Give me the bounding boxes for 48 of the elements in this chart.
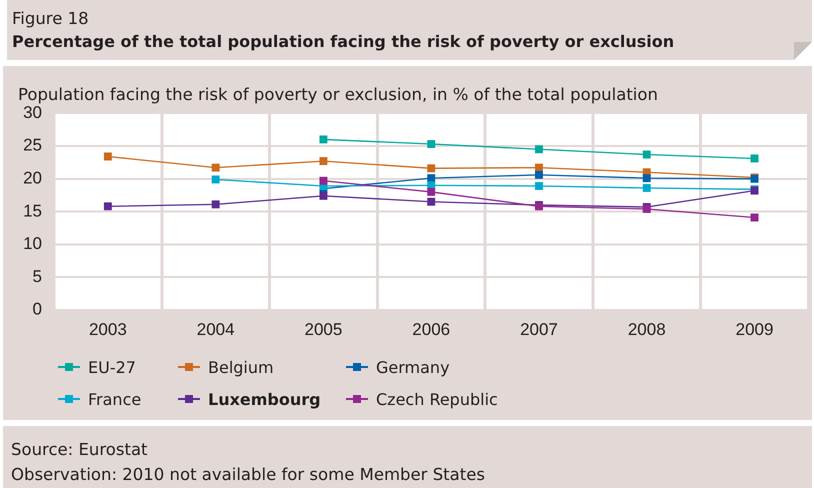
- point: [535, 145, 543, 154]
- point: [427, 198, 436, 206]
- point: [212, 175, 220, 184]
- legend-label: Czech Republic: [376, 390, 498, 408]
- x-tick-label: 2008: [628, 320, 666, 339]
- point: [427, 174, 436, 182]
- point: [642, 174, 651, 182]
- legend-label: Luxembourg: [208, 390, 321, 408]
- point: [642, 150, 651, 158]
- x-tick-label: 2007: [520, 320, 558, 339]
- y-tick-label: 10: [23, 234, 42, 254]
- legend-label: France: [88, 390, 142, 408]
- y-tick-label: 5: [32, 266, 42, 286]
- source-note: Source: Eurostat: [11, 440, 148, 459]
- point: [319, 157, 328, 166]
- chart-title: Percentage of the total population facing the risk of poverty or exclusion: [12, 32, 674, 51]
- point: [319, 192, 328, 200]
- y-axis-title: Population facing the risk of poverty or exclusion, in % of the total population: [18, 85, 658, 104]
- legend-label: Belgium: [208, 358, 274, 376]
- point: [750, 154, 758, 162]
- point: [319, 176, 328, 185]
- legend-label: EU-27: [88, 358, 136, 376]
- y-tick-label: 25: [23, 136, 42, 155]
- y-tick-label: 0: [32, 300, 42, 319]
- point: [535, 182, 543, 190]
- point: [104, 152, 112, 160]
- point: [427, 140, 436, 148]
- point: [427, 188, 436, 196]
- point: [642, 184, 651, 192]
- x-tick-label: 2003: [88, 320, 127, 339]
- chart-subtitle: Figure 18: [12, 9, 89, 28]
- x-tick-label: 2005: [304, 320, 342, 339]
- x-tick-label: 2004: [196, 320, 235, 339]
- point: [212, 200, 220, 208]
- x-tick-label: 2009: [736, 320, 774, 339]
- point: [427, 164, 436, 172]
- x-tick-label: 2006: [412, 320, 450, 339]
- y-tick-label: 15: [23, 201, 42, 220]
- point: [319, 135, 328, 144]
- point: [212, 164, 220, 172]
- point: [535, 170, 543, 179]
- text: Observation: 2010 not available for some Member States: [11, 465, 485, 484]
- legend-label: Germany: [376, 358, 450, 376]
- point: [535, 164, 543, 172]
- y-tick-label: 20: [23, 168, 42, 188]
- point: [750, 214, 758, 222]
- y-tick-label: 30: [23, 102, 42, 122]
- point: [104, 202, 112, 210]
